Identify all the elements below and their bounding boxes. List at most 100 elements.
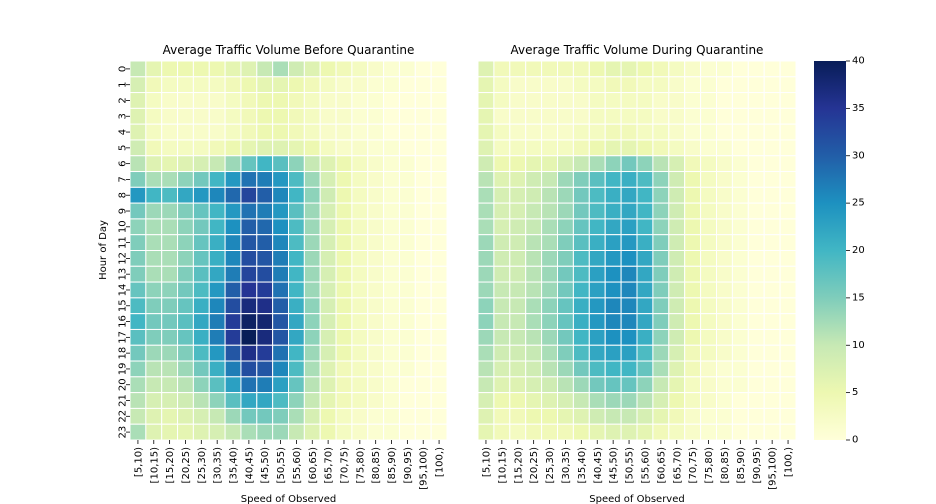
heatmap-cell [668, 376, 686, 394]
heatmap-cell [192, 76, 210, 94]
heatmap-cell [129, 155, 147, 173]
heatmap-cell [129, 92, 147, 109]
heatmap-cell [161, 218, 179, 236]
heatmap-cell [224, 407, 242, 425]
heatmap-cell [588, 265, 606, 283]
heatmap-cell [779, 344, 797, 362]
heatmap-cell [430, 392, 448, 409]
heatmap-cell [192, 313, 210, 330]
heatmap-cell [572, 107, 590, 125]
heatmap-cell [684, 155, 702, 173]
heatmap-cell [430, 139, 448, 157]
heatmap-cell [208, 139, 226, 157]
x-tick-label: [75,80) [355, 447, 366, 484]
heatmap-cell [684, 328, 702, 346]
heatmap-cell [731, 423, 749, 441]
heatmap-cell [430, 376, 448, 394]
heatmap-cell [319, 281, 337, 299]
heatmap-cell [288, 344, 305, 362]
heatmap-cell [668, 344, 686, 362]
heatmap-cell [477, 234, 495, 252]
heatmap-cell [763, 234, 781, 252]
x-tick-label: [85,90) [736, 447, 747, 484]
heatmap-cell [620, 407, 638, 425]
heatmap-cell [129, 171, 147, 188]
heatmap-cell [668, 139, 686, 157]
heatmap-cell [779, 202, 797, 220]
heatmap-cell [493, 407, 511, 425]
heatmap-cell [335, 376, 353, 394]
heatmap-cell [192, 218, 210, 236]
heatmap-cell [383, 407, 400, 425]
heatmap-cell [541, 218, 558, 236]
heatmap-cell [477, 376, 495, 394]
heatmap-cell [192, 297, 210, 315]
heatmap-cell [129, 313, 147, 330]
heatmap-cell [572, 234, 590, 252]
heatmap-cell [572, 407, 590, 425]
heatmap-cell [303, 155, 321, 173]
heatmap-cell [383, 76, 400, 94]
heatmap-cell [383, 360, 400, 378]
heatmap-cell [588, 186, 606, 204]
y-tick-label: 13 [118, 268, 129, 281]
heatmap-cell [747, 60, 765, 78]
heatmap-cell [652, 218, 670, 236]
heatmap-cell [572, 155, 590, 173]
y-tick-label: 15 [118, 299, 129, 312]
heatmap-cell [731, 407, 749, 425]
heatmap-cell [177, 423, 194, 441]
heatmap-cell [414, 265, 432, 283]
heatmap-cell [477, 250, 495, 267]
x-tick-label: [75,80) [704, 447, 715, 484]
heatmap-cell [731, 107, 749, 125]
heatmap-cell [541, 139, 558, 157]
heatmap-cell [700, 376, 717, 394]
heatmap-cell [303, 313, 321, 330]
heatmap-cell [398, 218, 416, 236]
heatmap-cell [367, 423, 385, 441]
heatmap-cell [668, 123, 686, 141]
heatmap-cell [303, 360, 321, 378]
heatmap-cell [557, 281, 574, 299]
heatmap-cell [288, 313, 305, 330]
heatmap-cell [177, 328, 194, 346]
heatmap-cell [747, 250, 765, 267]
heatmap-cell [636, 281, 654, 299]
heatmap-cell [747, 202, 765, 220]
heatmap-cell [303, 139, 321, 157]
heatmap-cell [700, 92, 717, 109]
x-tick-label: [65,70) [672, 447, 683, 484]
heatmap-cell [414, 360, 432, 378]
heatmap-cell [477, 171, 495, 188]
heatmap-cell [240, 123, 258, 141]
x-tick-label: [15,20) [513, 447, 524, 484]
heatmap-cell [367, 186, 385, 204]
heatmap-cell [383, 265, 400, 283]
heatmap-cell [541, 186, 558, 204]
heatmap-cell [192, 328, 210, 346]
heatmap-cell [303, 92, 321, 109]
heatmap-cell [129, 139, 147, 157]
heatmap-cell [272, 139, 289, 157]
heatmap-cell [145, 186, 163, 204]
heatmap-cell [383, 218, 400, 236]
heatmap-cell [398, 392, 416, 409]
x-tick-labels-before: [5,10) [10,15) [15,20) [20,25) [25,30) [30,35… [133, 440, 446, 490]
heatmap-cell [525, 234, 543, 252]
heatmap-cell [319, 376, 337, 394]
heatmap-cell [303, 328, 321, 346]
heatmap-cell [414, 281, 432, 299]
colorbar-tick-label: 30 [852, 150, 865, 161]
heatmap-cell [430, 297, 448, 315]
heatmap-cell [351, 376, 369, 394]
heatmap-cell [572, 92, 590, 109]
heatmap-cell [700, 328, 717, 346]
heatmap-cell [525, 92, 543, 109]
heatmap-cell [493, 123, 511, 141]
heatmap-cell [192, 107, 210, 125]
y-axis-label: Hour of Day [98, 220, 109, 280]
heatmap-cell [161, 281, 179, 299]
heatmap-cell [604, 297, 622, 315]
heatmap-cell [256, 218, 274, 236]
